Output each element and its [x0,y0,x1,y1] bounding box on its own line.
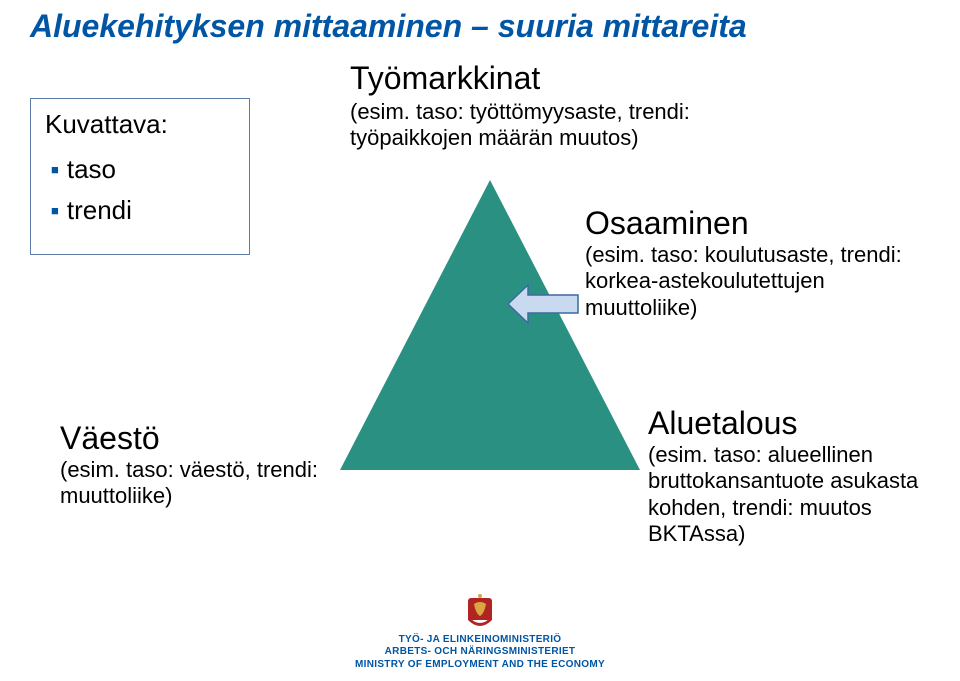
aluetalous-block: Aluetalous (esim. taso: alueellinen brut… [648,405,948,548]
slide-title: Aluekehityksen mittaaminen – suuria mitt… [30,8,747,45]
osaaminen-sub: (esim. taso: koulutusaste, trendi: korke… [585,242,935,321]
kuvattava-item-taso: taso [51,154,235,185]
crest-icon [462,594,498,630]
footer: TYÖ- JA ELINKEINOMINISTERIÖ ARBETS- OCH … [0,594,960,672]
kuvattava-box: Kuvattava: taso trendi [30,98,250,255]
footer-line-2: ARBETS- OCH NÄRINGSMINISTERIET [0,646,960,659]
aluetalous-heading: Aluetalous [648,405,948,442]
kuvattava-heading: Kuvattava: [45,109,235,140]
footer-line-1: TYÖ- JA ELINKEINOMINISTERIÖ [0,634,960,647]
arrow-path [508,285,578,323]
slide: Aluekehityksen mittaaminen – suuria mitt… [0,0,960,681]
arrow-icon [508,283,580,325]
vaesto-heading: Väestö [60,420,330,457]
tyomarkkinat-sub: (esim. taso: työttömyysaste, trendi: työ… [350,99,690,151]
vaesto-block: Väestö (esim. taso: väestö, trendi: muut… [60,420,330,510]
kuvattava-item-trendi: trendi [51,195,235,226]
tyomarkkinat-heading: Työmarkkinat [350,60,690,97]
osaaminen-block: Osaaminen (esim. taso: koulutusaste, tre… [585,205,935,321]
osaaminen-heading: Osaaminen [585,205,935,242]
footer-line-3: MINISTRY OF EMPLOYMENT AND THE ECONOMY [0,659,960,672]
aluetalous-sub: (esim. taso: alueellinen bruttokansantuo… [648,442,948,548]
footer-lines: TYÖ- JA ELINKEINOMINISTERIÖ ARBETS- OCH … [0,634,960,672]
crest-crown [478,594,482,598]
tyomarkkinat-block: Työmarkkinat (esim. taso: työttömyysaste… [350,60,690,151]
vaesto-sub: (esim. taso: väestö, trendi: muuttoliike… [60,457,330,510]
